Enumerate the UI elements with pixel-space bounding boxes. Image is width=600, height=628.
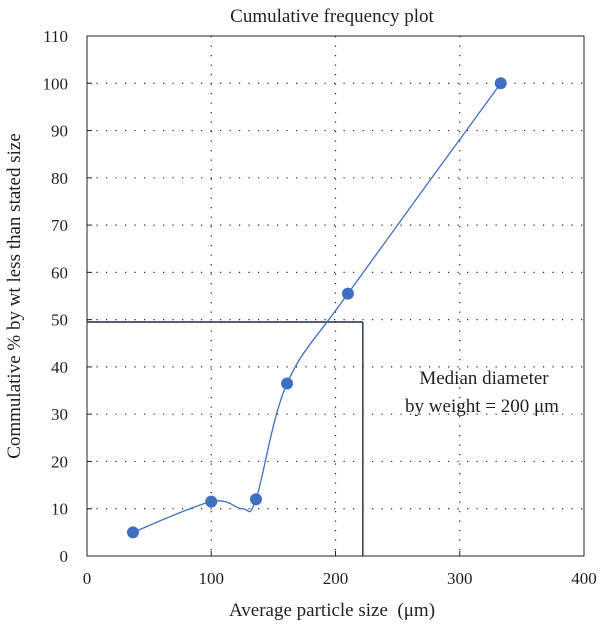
y-tick-label-60: 60: [51, 263, 68, 282]
y-tick-label-50: 50: [51, 311, 68, 330]
x-tick-label-100: 100: [199, 569, 225, 588]
y-axis-label: Commulative % by wt less than stated siz…: [4, 133, 25, 459]
y-tick-label-70: 70: [51, 216, 68, 235]
data-point-6: [494, 77, 507, 90]
x-tick-label-300: 300: [447, 569, 473, 588]
x-tick-label-0: 0: [83, 569, 92, 588]
x-axis-ticks: 0 100 200 300 400: [83, 551, 597, 588]
cumulative-curve: [132, 82, 502, 533]
x-axis-label: Average particle size (μm): [229, 600, 435, 621]
data-point-2: [205, 495, 218, 508]
y-tick-label-0: 0: [60, 547, 69, 566]
y-tick-label-10: 10: [51, 500, 68, 519]
y-tick-label-40: 40: [51, 358, 68, 377]
y-tick-label-100: 100: [43, 74, 69, 93]
y-tick-label-30: 30: [51, 405, 68, 424]
x-tick-label-400: 400: [571, 569, 597, 588]
data-point-5: [341, 287, 354, 300]
y-tick-label-90: 90: [51, 122, 68, 141]
grid-lines: [87, 36, 584, 556]
y-tick-label-20: 20: [51, 452, 68, 471]
plot-frame: [86, 35, 585, 557]
chart-title: Cumulative frequency plot: [230, 6, 434, 27]
data-point-1: [126, 526, 139, 539]
median-annotation-line-1: Median diameter: [419, 368, 549, 389]
data-point-3: [249, 493, 262, 506]
median-lines: [87, 321, 364, 556]
y-tick-label-80: 80: [51, 169, 68, 188]
x-tick-label-200: 200: [323, 569, 349, 588]
median-annotation-line-2: by weight = 200 μm: [405, 396, 559, 417]
y-tick-label-110: 110: [43, 27, 68, 46]
data-point-4: [281, 377, 294, 390]
data-points: [126, 77, 507, 539]
y-axis-ticks: 0 10 20 30 40 50 60 70 80 90 100 110: [43, 27, 92, 566]
